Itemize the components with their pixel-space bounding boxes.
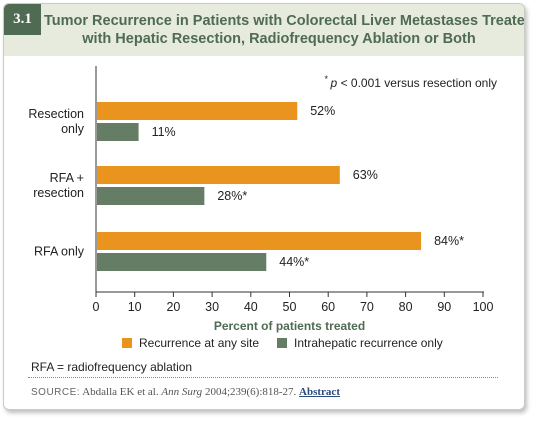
data-label: 28%* bbox=[217, 189, 247, 203]
chart-title-line-1: Tumor Recurrence in Patients with Colore… bbox=[44, 13, 525, 29]
category-label: only bbox=[61, 122, 85, 136]
data-label: 11% bbox=[152, 125, 176, 139]
data-label: 84%* bbox=[434, 234, 464, 248]
data-label: 63% bbox=[353, 168, 378, 182]
x-tick-label: 70 bbox=[360, 300, 374, 314]
source-authors: Abdalla EK et al. bbox=[82, 386, 159, 398]
category-label: RFA only bbox=[34, 245, 85, 259]
legend-item-intrahepatic: Intrahepatic recurrence only bbox=[277, 336, 443, 350]
abstract-link[interactable]: Abstract bbox=[299, 386, 340, 398]
figure-card: 3.1 Tumor Recurrence in Patients with Co… bbox=[3, 3, 525, 410]
figure-header: 3.1 Tumor Recurrence in Patients with Co… bbox=[4, 4, 524, 56]
x-tick-label: 100 bbox=[473, 300, 494, 314]
category-label: Resection bbox=[28, 107, 84, 121]
x-axis-title: Percent of patients treated bbox=[214, 319, 365, 333]
source-details: 2004;239(6):818-27. bbox=[204, 386, 297, 398]
source-label: SOURCE: bbox=[31, 387, 81, 398]
x-tick-label: 80 bbox=[399, 300, 413, 314]
x-tick-label: 10 bbox=[128, 300, 142, 314]
divider bbox=[28, 377, 498, 378]
bar-intrahepatic bbox=[97, 123, 139, 141]
bar-recurrence bbox=[97, 166, 340, 184]
category-label: RFA + bbox=[50, 171, 84, 185]
x-tick-label: 60 bbox=[321, 300, 335, 314]
chart-title-line-2: with Hepatic Resection, Radiofrequency A… bbox=[82, 31, 476, 47]
chart-title: Tumor Recurrence in Patients with Colore… bbox=[44, 12, 525, 48]
bar-intrahepatic bbox=[97, 253, 267, 271]
legend-label-intrahepatic: Intrahepatic recurrence only bbox=[294, 336, 443, 350]
source-citation: SOURCE: Abdalla EK et al. Ann Surg 2004;… bbox=[31, 386, 340, 398]
figure-number: 3.1 bbox=[4, 4, 41, 35]
bar-recurrence bbox=[97, 232, 422, 250]
legend-swatch-intrahepatic bbox=[277, 338, 287, 348]
x-tick-label: 90 bbox=[437, 300, 451, 314]
x-tick-label: 50 bbox=[283, 300, 297, 314]
abbreviation-note: RFA = radiofrequency ablation bbox=[31, 360, 193, 374]
legend-label-recurrence: Recurrence at any site bbox=[139, 336, 260, 350]
x-tick-label: 40 bbox=[244, 300, 258, 314]
source-journal: Ann Surg bbox=[161, 386, 203, 398]
x-tick-label: 0 bbox=[93, 300, 100, 314]
data-label: 44%* bbox=[279, 255, 309, 269]
category-label: resection bbox=[33, 186, 84, 200]
bar-recurrence bbox=[97, 102, 298, 120]
x-tick-label: 20 bbox=[166, 300, 180, 314]
legend-item-recurrence: Recurrence at any site bbox=[122, 336, 259, 350]
significance-footnote: * p < 0.001 versus resection only bbox=[325, 74, 497, 90]
data-label: 52% bbox=[310, 104, 335, 118]
legend-swatch-recurrence bbox=[122, 338, 132, 348]
bar-intrahepatic bbox=[97, 187, 205, 205]
x-tick-label: 30 bbox=[205, 300, 219, 314]
bar-chart: * p < 0.001 versus resection only 0 10 20 30… bbox=[28, 66, 497, 333]
